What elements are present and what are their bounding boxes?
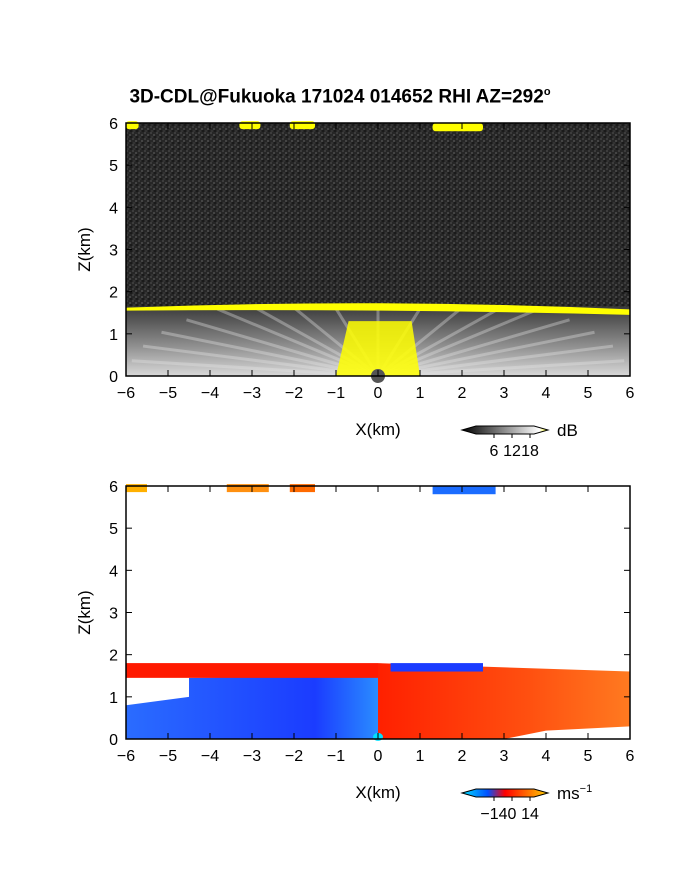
colorbar-tick-label: 0 (508, 806, 517, 823)
colorbar-unit: dB (557, 421, 578, 440)
x-axis-label: X(km) (355, 420, 400, 439)
cloud-echo (226, 484, 269, 493)
y-tick-label: 1 (109, 690, 118, 707)
upper-negative-patch (390, 663, 483, 672)
x-tick-label: 4 (542, 385, 551, 402)
layer-top-echo (126, 303, 630, 315)
y-axis-label: Z(km) (75, 590, 94, 634)
x-tick-label: 2 (458, 748, 467, 765)
cloud-echo (289, 484, 315, 493)
y-tick-label: 6 (109, 479, 118, 496)
colorbar-tick-label: 18 (521, 443, 539, 460)
x-tick-label: −1 (327, 748, 345, 765)
x-tick-label: 0 (374, 385, 383, 402)
y-tick-label: 6 (109, 116, 118, 133)
x-axis: −6 −5 −4 −3 −2 −1 0 1 2 3 4 5 6 X(km) (117, 123, 635, 439)
x-tick-label: −4 (201, 748, 219, 765)
x-tick-label: −2 (285, 748, 303, 765)
colorbar-bar (460, 788, 550, 798)
y-tick-label: 0 (109, 369, 118, 386)
y-axis: 0 1 2 3 4 5 6 Z(km) (75, 479, 630, 749)
cloud-echo (432, 123, 483, 132)
x-tick-label: −5 (159, 748, 177, 765)
y-tick-label: 4 (109, 200, 118, 217)
y-tick-label: 1 (109, 327, 118, 344)
colorbar: −14 0 14 ms−1 (460, 783, 592, 823)
colorbar-bar (460, 425, 550, 435)
x-tick-label: −4 (201, 385, 219, 402)
x-tick-label: −6 (117, 748, 135, 765)
chart-title: 3D-CDL@Fukuoka 171024 014652 RHI AZ=292o (0, 86, 680, 108)
y-tick-label: 3 (109, 243, 118, 260)
x-tick-label: 5 (584, 748, 593, 765)
plot-area (126, 121, 630, 383)
x-tick-label: 4 (542, 748, 551, 765)
colorbar-unit-exponent: −1 (580, 783, 593, 795)
y-tick-label: 4 (109, 563, 118, 580)
x-tick-label: 5 (584, 385, 593, 402)
y-tick-label: 2 (109, 648, 118, 665)
y-tick-label: 3 (109, 606, 118, 623)
cloud-echo (126, 484, 147, 493)
y-tick-label: 5 (109, 158, 118, 175)
x-tick-label: 3 (500, 385, 509, 402)
positive-velocity-region (378, 663, 630, 739)
colorbar-unit: ms−1 (557, 783, 592, 803)
y-tick-label: 5 (109, 521, 118, 538)
y-axis-label: Z(km) (75, 227, 94, 271)
x-tick-label: −3 (243, 748, 261, 765)
x-tick-label: 3 (500, 748, 509, 765)
layer-top-band (126, 663, 378, 678)
plot-area (126, 484, 630, 741)
colorbar: 6 12 18 dB (460, 421, 578, 460)
y-tick-label: 2 (109, 285, 118, 302)
x-tick-label: −3 (243, 385, 261, 402)
chart-title-text: 3D-CDL@Fukuoka 171024 014652 RHI AZ=292 (129, 86, 544, 108)
negative-velocity-region (126, 675, 378, 739)
x-tick-label: 6 (626, 385, 635, 402)
x-tick-label: −1 (327, 385, 345, 402)
x-tick-label: 6 (626, 748, 635, 765)
x-tick-label: 2 (458, 385, 467, 402)
near-field-echo (336, 321, 420, 376)
colorbar-tick-label: 6 (490, 443, 499, 460)
x-tick-label: 1 (416, 385, 425, 402)
x-tick-label: −5 (159, 385, 177, 402)
x-tick-label: 1 (416, 748, 425, 765)
y-tick-label: 0 (109, 732, 118, 749)
y-axis: 0 1 2 3 4 5 6 Z(km) (75, 116, 630, 386)
x-tick-label: 0 (374, 748, 383, 765)
x-tick-label: −6 (117, 385, 135, 402)
chart-title-degree: o (543, 86, 551, 98)
x-axis-label: X(km) (355, 783, 400, 802)
x-tick-label: −2 (285, 385, 303, 402)
cloud-echo (432, 486, 496, 495)
x-axis: −6 −5 −4 −3 −2 −1 0 1 2 3 4 5 6 X(km) (117, 486, 635, 802)
colorbar-tick-label: 14 (521, 806, 539, 823)
colorbar-tick-label: 12 (503, 443, 521, 460)
colorbar-tick-label: −14 (480, 806, 507, 823)
